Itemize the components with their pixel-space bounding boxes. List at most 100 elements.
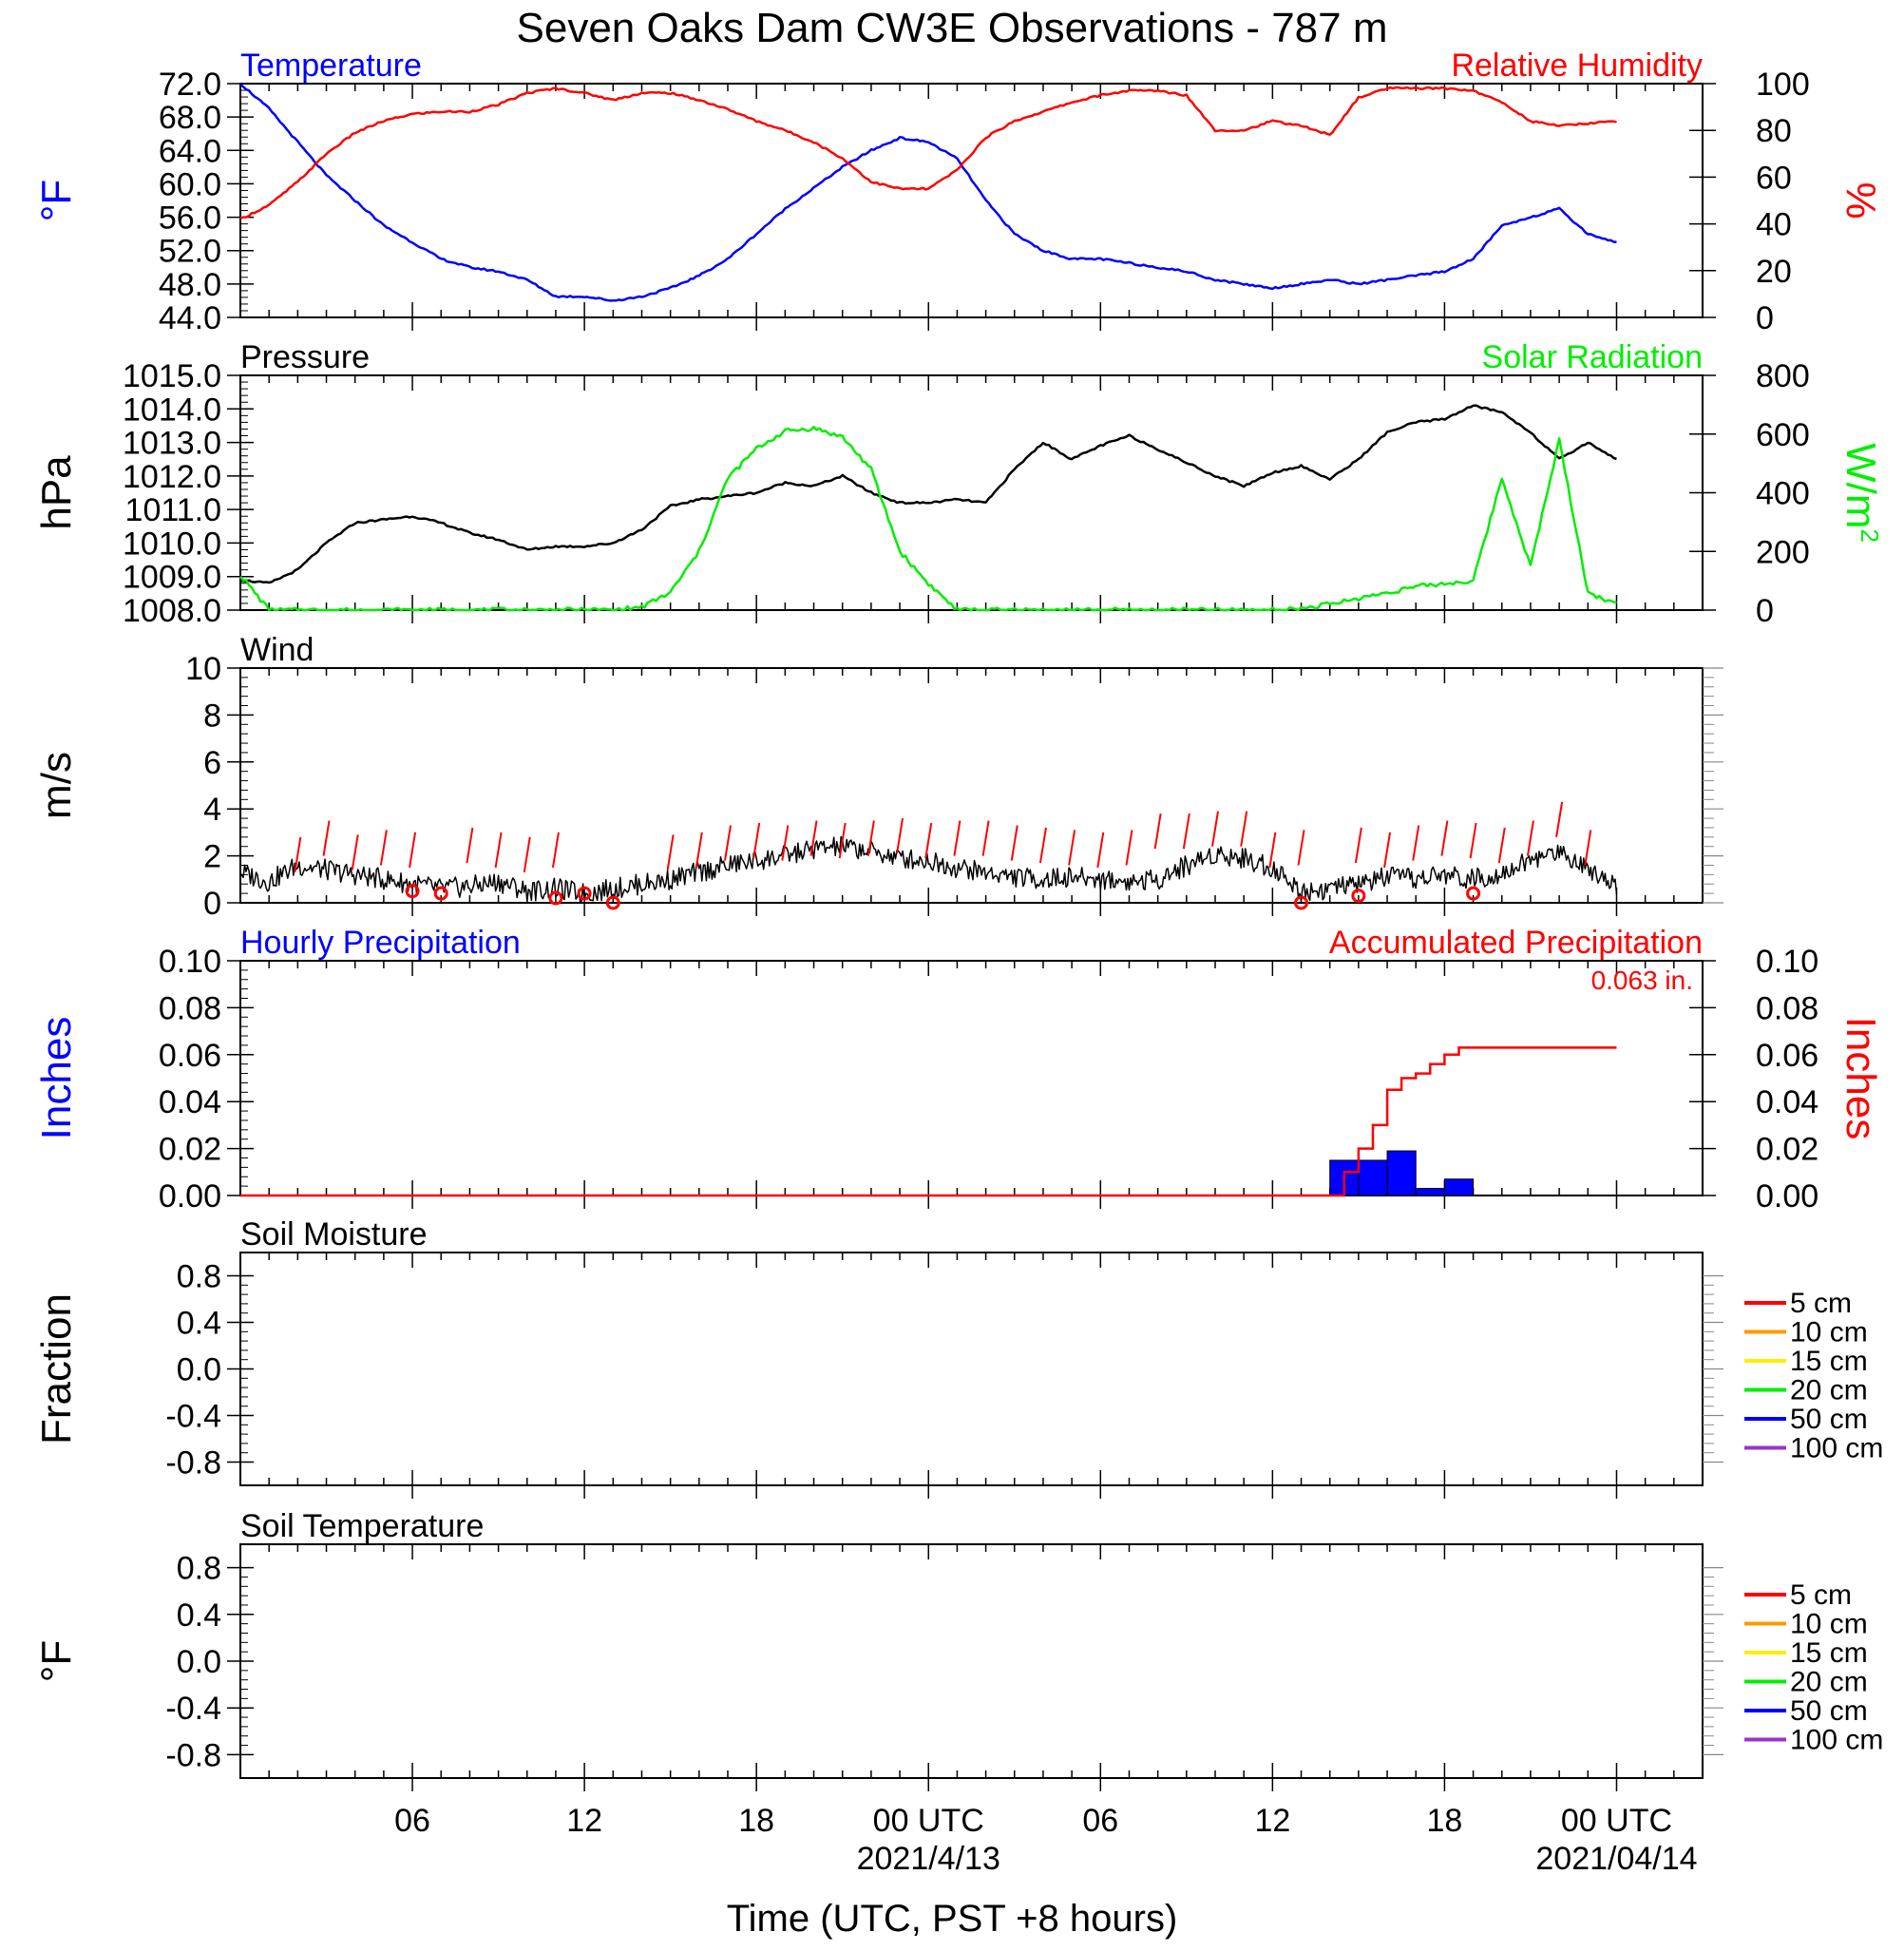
wind-gust-mark (1182, 813, 1190, 850)
y-axis-label-left: Inches (33, 1017, 80, 1140)
panel-title-left: Temperature (240, 48, 422, 84)
wind-gust-mark (294, 836, 302, 873)
wind-gust-mark (1240, 811, 1248, 847)
panel-title-left: Wind (240, 632, 314, 668)
y-tick-label-left: 72.0 (159, 67, 221, 103)
wind-gust-mark (1297, 830, 1305, 866)
series-temperature (239, 83, 1617, 302)
wind-gust-mark (981, 820, 990, 856)
y-tick-label-left: 1013.0 (123, 426, 221, 462)
panel-title-right: Solar Radiation (1482, 339, 1703, 375)
y-tick-label-left: 4 (203, 792, 221, 828)
y-tick-label-left: -0.4 (165, 1691, 221, 1727)
wind-gust-mark (494, 832, 503, 869)
x-axis-label: Time (UTC, PST +8 hours) (727, 1898, 1178, 1940)
legend-label: 50 cm (1790, 1404, 1868, 1435)
y-tick-label-left: 1015.0 (123, 358, 221, 394)
y-tick-label-right: 0 (1756, 300, 1774, 336)
panel-temp_rh: 72.068.064.060.056.052.048.044.0 100 80 60 4… (33, 48, 1884, 336)
y-tick-label-right: 0.10 (1756, 944, 1818, 980)
y-tick-label-left: 2 (203, 839, 221, 875)
legend-label: 50 cm (1790, 1695, 1868, 1727)
y-tick-label-left: -0.8 (165, 1737, 221, 1773)
y-tick-label-left: 1011.0 (125, 492, 221, 528)
wind-gust-mark (1497, 827, 1506, 864)
wind-gust-mark (1038, 827, 1047, 864)
y-tick-label-left: 0.02 (159, 1132, 221, 1168)
wind-gust-mark (724, 825, 732, 861)
panel-soil_moisture: 0.8 0.4 0.0 -0.4 -0.8 Soil Moisture Fraction 5 … (33, 1216, 1883, 1499)
y-tick-label-right: 0.08 (1756, 990, 1818, 1026)
wind-direction-marker (605, 895, 620, 910)
hourly-precip-bar (1415, 1188, 1445, 1196)
series-wind-speed (239, 835, 1618, 903)
y-tick-label-right: 60 (1756, 160, 1792, 196)
wind-gust-mark (466, 827, 474, 864)
y-tick-label-left: 0.4 (177, 1597, 221, 1634)
wind-gust-mark (666, 834, 675, 870)
wind-gust-mark (953, 820, 962, 856)
wind-direction-marker (405, 884, 420, 899)
y-tick-label-left: 1012.0 (123, 459, 221, 495)
wind-direction-marker (577, 886, 592, 901)
y-tick-label-left: 1010.0 (123, 526, 221, 562)
y-tick-label-left: 52.0 (159, 234, 221, 270)
y-axis-label-left: hPa (33, 455, 80, 530)
x-tick-label: 18 (1426, 1803, 1462, 1839)
y-tick-label-right: 0.02 (1756, 1132, 1818, 1168)
series-pressure (239, 404, 1617, 584)
x-tick-label: 12 (1254, 1803, 1290, 1839)
wind-gust-mark (752, 822, 761, 859)
series-relative-humidity (239, 86, 1617, 220)
x-tick-label: 12 (566, 1803, 602, 1839)
hourly-precip-bar (1358, 1159, 1388, 1196)
legend-label: 10 cm (1790, 1609, 1868, 1640)
plot-frame-pressure_solar (239, 374, 1704, 611)
y-tick-label-left: -0.4 (165, 1399, 221, 1435)
x-tick-label: 06 (394, 1803, 430, 1839)
y-tick-label-left: 44.0 (159, 300, 221, 336)
y-tick-label-left: 0.4 (177, 1306, 221, 1342)
wind-gust-mark (1068, 830, 1076, 866)
plot-frame-soil_temperature (239, 1543, 1704, 1779)
y-tick-label-left: 1014.0 (123, 392, 221, 428)
y-tick-label-left: 0.0 (177, 1352, 221, 1388)
wind-gust-mark (1354, 827, 1362, 864)
y-tick-label-left: 64.0 (159, 133, 221, 169)
panel-precip: 0.10 0.08 0.06 0.04 0.02 0.00 0.10 0.08 0.06 0.04… (33, 925, 1884, 1215)
plot-frame-temp_rh (239, 83, 1704, 318)
wind-direction-marker (433, 886, 448, 901)
legend-label: 100 cm (1790, 1433, 1883, 1464)
y-tick-label-right: 400 (1756, 476, 1810, 512)
x-tick-label: 00 UTC (1561, 1803, 1672, 1839)
wind-direction-marker (1466, 886, 1481, 901)
y-tick-label-left: 0.8 (177, 1259, 221, 1295)
y-tick-label-left: 0.00 (159, 1178, 221, 1215)
y-tick-label-left: 68.0 (159, 100, 221, 136)
x-tick-label: 18 (738, 1803, 774, 1839)
y-tick-label-right: 80 (1756, 113, 1792, 149)
x-tick-label: 06 (1082, 1803, 1118, 1839)
y-axis-label-right: Inches (1837, 1017, 1884, 1140)
wind-gust-mark (1526, 820, 1534, 856)
y-tick-label-left: 10 (185, 651, 221, 687)
wind-gust-mark (1125, 830, 1133, 866)
legend-label: 5 cm (1790, 1288, 1852, 1319)
wind-gust-mark (695, 832, 703, 869)
legend-label: 20 cm (1790, 1375, 1868, 1406)
y-axis-label-left: m/s (33, 752, 80, 819)
panel-title-right: Accumulated Precipitation (1329, 925, 1703, 961)
y-tick-label-left: 0.0 (177, 1644, 221, 1680)
panel-title-left: Soil Moisture (240, 1216, 428, 1253)
y-tick-label-left: 8 (203, 698, 221, 734)
y-tick-label-right: 0 (1756, 593, 1774, 629)
wind-gust-mark (1383, 832, 1392, 869)
y-tick-label-right: 200 (1756, 534, 1810, 570)
panel-wind: 10 8 6 4 2 0 Wind m/s (33, 632, 1723, 922)
legend-label: 10 cm (1790, 1317, 1868, 1348)
legend-label: 15 cm (1790, 1637, 1868, 1669)
wind-gust-mark (523, 836, 531, 873)
hourly-precip-bar (1386, 1150, 1417, 1196)
y-axis-label-right: W/m2 (1837, 443, 1884, 543)
